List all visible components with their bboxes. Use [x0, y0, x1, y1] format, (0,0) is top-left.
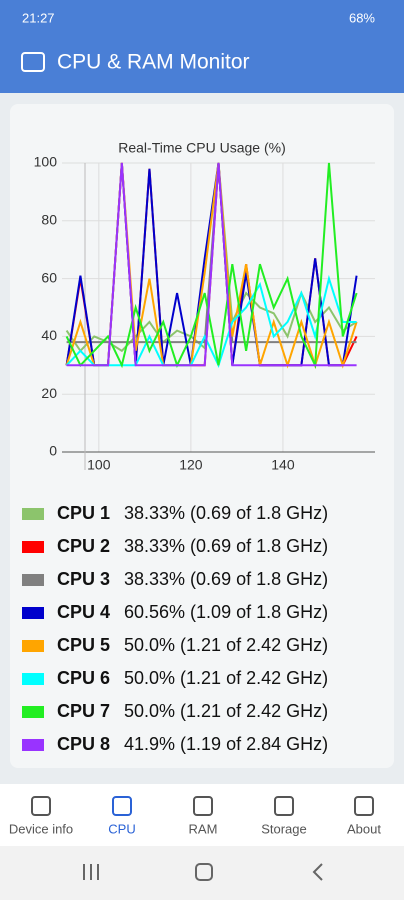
nav-label[interactable]: Device info	[9, 821, 73, 836]
legend-swatch	[22, 673, 44, 685]
series-line	[66, 162, 357, 367]
app-icon	[21, 52, 45, 72]
legend-swatch	[22, 574, 44, 586]
status-bar	[0, 0, 404, 40]
system-nav	[0, 846, 404, 900]
legend-info: 50.0% (1.21 of 2.42 GHz)	[124, 701, 328, 721]
legend-name: CPU 3	[57, 569, 110, 589]
legend-name: CPU 8	[57, 734, 110, 754]
chart: Real-Time CPU Usage (%) 0 20 40 60 80 100 100 12…	[34, 140, 375, 473]
legend-swatch	[22, 640, 44, 652]
legend-swatch	[22, 508, 44, 520]
nav-icon[interactable]	[112, 796, 132, 816]
x-tick-label: 100	[87, 457, 111, 473]
nav-label[interactable]: About	[347, 821, 381, 836]
y-tick-label: 60	[41, 269, 57, 285]
chart-title: Real-Time CPU Usage (%)	[118, 140, 286, 156]
legend-info: 50.0% (1.21 of 2.42 GHz)	[124, 635, 328, 655]
series-line	[65, 274, 357, 369]
legend-swatch	[22, 739, 44, 751]
system-buttons	[83, 863, 323, 881]
legend-name: CPU 5	[57, 635, 110, 655]
legend-info: 38.33% (0.69 of 1.8 GHz)	[124, 569, 328, 589]
series-line	[65, 162, 358, 370]
app-title: CPU & RAM Monitor	[57, 51, 250, 74]
nav-label[interactable]: CPU	[108, 821, 135, 836]
legend-info: 60.56% (1.09 of 1.8 GHz)	[124, 602, 328, 622]
legend-info: 50.0% (1.21 of 2.42 GHz)	[124, 668, 328, 688]
legend-swatch	[22, 541, 44, 553]
nav-label[interactable]: Storage	[261, 821, 307, 836]
legend-name: CPU 4	[57, 602, 110, 622]
y-tick-label: 40	[41, 327, 57, 343]
nav-label[interactable]: RAM	[189, 821, 218, 836]
y-tick-label: 100	[34, 154, 58, 170]
legend: CPU 1 38.33% (0.69 of 1.8 GHz) CPU 2 38.33%…	[22, 503, 328, 754]
nav-icon[interactable]	[193, 796, 213, 816]
y-tick-label: 0	[49, 443, 57, 459]
nav-icon[interactable]	[31, 796, 51, 816]
legend-info: 38.33% (0.69 of 1.8 GHz)	[124, 536, 328, 556]
legend-info: 38.33% (0.69 of 1.8 GHz)	[124, 503, 328, 523]
card	[10, 104, 394, 768]
legend-swatch	[22, 607, 44, 619]
status-battery: 68%	[349, 10, 375, 25]
app-bar	[0, 40, 404, 93]
legend-name: CPU 7	[57, 701, 110, 721]
legend-info: 41.9% (1.19 of 2.84 GHz)	[124, 734, 328, 754]
y-tick-label: 80	[41, 212, 57, 228]
legend-name: CPU 1	[57, 503, 110, 523]
nav-icon[interactable]	[354, 796, 374, 816]
legend-swatch	[22, 706, 44, 718]
nav-icon[interactable]	[274, 796, 294, 816]
x-tick-label: 120	[179, 457, 203, 473]
legend-name: CPU 6	[57, 668, 110, 688]
legend-name: CPU 2	[57, 536, 110, 556]
nav-items: Device info CPU RAM Storage About	[9, 796, 381, 836]
y-tick-label: 20	[41, 385, 57, 401]
status-time: 21:27	[22, 10, 55, 25]
x-tick-label: 140	[271, 457, 295, 473]
